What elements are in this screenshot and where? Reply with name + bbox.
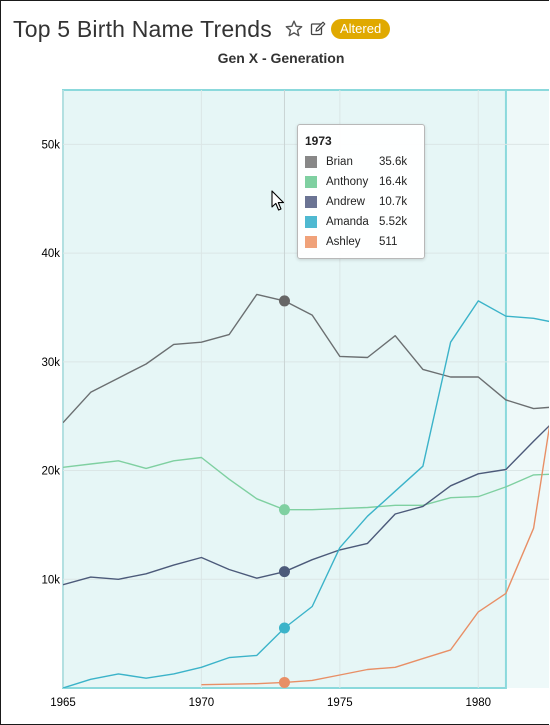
chart-subtitle: Gen X - Generation [217,50,345,66]
tooltip-series-value: 16.4k [379,176,408,188]
tooltip-series-name: Amanda [326,216,369,228]
tooltip-row-amanda: Amanda 5.52k [305,215,407,229]
tooltip-title: 1973 [305,134,332,148]
legend-swatch-anthony [305,176,317,188]
point-marker-amanda [278,622,290,634]
x-tick-label: 1965 [50,697,76,709]
chart-header: Top 5 Birth Name Trends Altered [13,14,391,44]
series-line-ashley [201,425,549,686]
tooltip-series-value: 10.7k [379,196,408,208]
legend-swatch-amanda [305,216,317,228]
series-line-anthony [63,456,549,511]
y-tick-label: 30k [41,357,60,369]
y-tick-label: 50k [41,139,60,151]
edit-icon[interactable] [310,21,326,37]
tooltip-row-anthony: Anthony 16.4k [305,175,407,189]
y-tick-label: 20k [41,466,60,478]
point-marker-andrew [278,566,290,578]
y-tick-label: 10k [41,574,60,586]
series-line-brian [63,293,549,424]
tooltip-series-value: 5.52k [379,216,408,228]
chart-tooltip: 1973 Brian 35.6k Anthony 16.4k Andrew 10… [297,124,425,259]
y-tick-label: 40k [41,248,60,260]
tooltip-series-value: 35.6k [379,156,408,168]
legend-swatch-andrew [305,196,317,208]
tooltip-series-name: Anthony [326,176,369,188]
tooltip-series-value: 511 [379,236,398,248]
x-tick-label: 1975 [327,697,353,709]
legend-swatch-brian [305,156,317,168]
tooltip-series-name: Brian [326,156,353,168]
point-marker-ashley [278,676,290,688]
altered-badge[interactable]: Altered [331,19,391,39]
point-marker-brian [278,295,290,307]
star-outline-icon[interactable] [284,19,304,39]
chart-title: Top 5 Birth Name Trends [13,15,272,42]
point-marker-anthony [278,504,290,516]
legend-swatch-ashley [305,236,317,248]
tooltip-row-andrew: Andrew 10.7k [305,195,407,209]
series-line-andrew [63,425,549,586]
tooltip-series-name: Andrew [326,196,365,208]
tooltip-row-ashley: Ashley 511 [305,235,397,249]
tooltip-row-brian: Brian 35.6k [305,155,407,169]
x-tick-label: 1970 [189,697,215,709]
tooltip-series-name: Ashley [326,236,361,248]
series-line-amanda [63,300,549,688]
x-tick-label: 1980 [465,697,491,709]
mouse-pointer-icon [271,190,285,217]
